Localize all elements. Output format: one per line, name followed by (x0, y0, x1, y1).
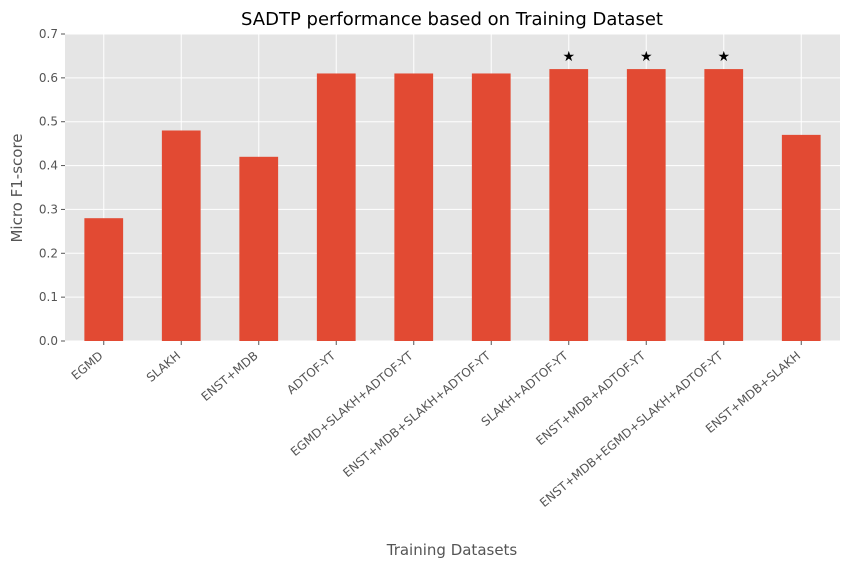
x-tick-label: ADTOF-YT (284, 348, 338, 397)
x-tick-label: ENST+MDB (199, 349, 261, 404)
star-marker: ★ (640, 49, 653, 65)
x-tick-label: EGMD+SLAKH+ADTOF-YT (288, 348, 416, 459)
bar (626, 69, 666, 341)
bar (394, 73, 434, 341)
x-tick-label: EGMD (69, 349, 106, 383)
x-axis-label: Training Datasets (386, 541, 518, 559)
bar (239, 156, 279, 341)
x-tick-label: SLAKH (144, 349, 183, 385)
y-tick-label: 0.0 (39, 334, 58, 348)
y-axis-label: Micro F1-score (8, 133, 26, 242)
x-tick-label: ENST+MDB+SLAKH+ADTOF-YT (340, 348, 493, 480)
y-tick-label: 0.4 (39, 159, 58, 173)
y-tick-label: 0.5 (39, 115, 58, 129)
x-axis-ticks: EGMD SLAKH ENST+MDB ADTOF-YTEGMD+SLAKH+ADTO… (69, 341, 803, 510)
y-axis-ticks: 0.0 0.1 0.2 0.3 0.4 0.5 0.6 0.7 (39, 27, 65, 348)
y-tick-label: 0.2 (39, 246, 58, 260)
bar (549, 69, 589, 341)
bar-markers: ★ ★ ★ (562, 49, 730, 65)
bar (316, 73, 356, 341)
y-tick-label: 0.3 (39, 202, 58, 216)
bar (161, 130, 201, 341)
bars (84, 69, 821, 341)
bar (781, 134, 821, 341)
star-marker: ★ (717, 49, 730, 65)
bar (704, 69, 744, 341)
bar (471, 73, 511, 341)
star-marker: ★ (562, 49, 575, 65)
chart-title: SADTP performance based on Training Data… (241, 9, 663, 30)
y-tick-label: 0.1 (39, 290, 58, 304)
y-tick-label: 0.6 (39, 71, 58, 85)
y-tick-label: 0.7 (39, 27, 58, 41)
bar (84, 218, 124, 341)
